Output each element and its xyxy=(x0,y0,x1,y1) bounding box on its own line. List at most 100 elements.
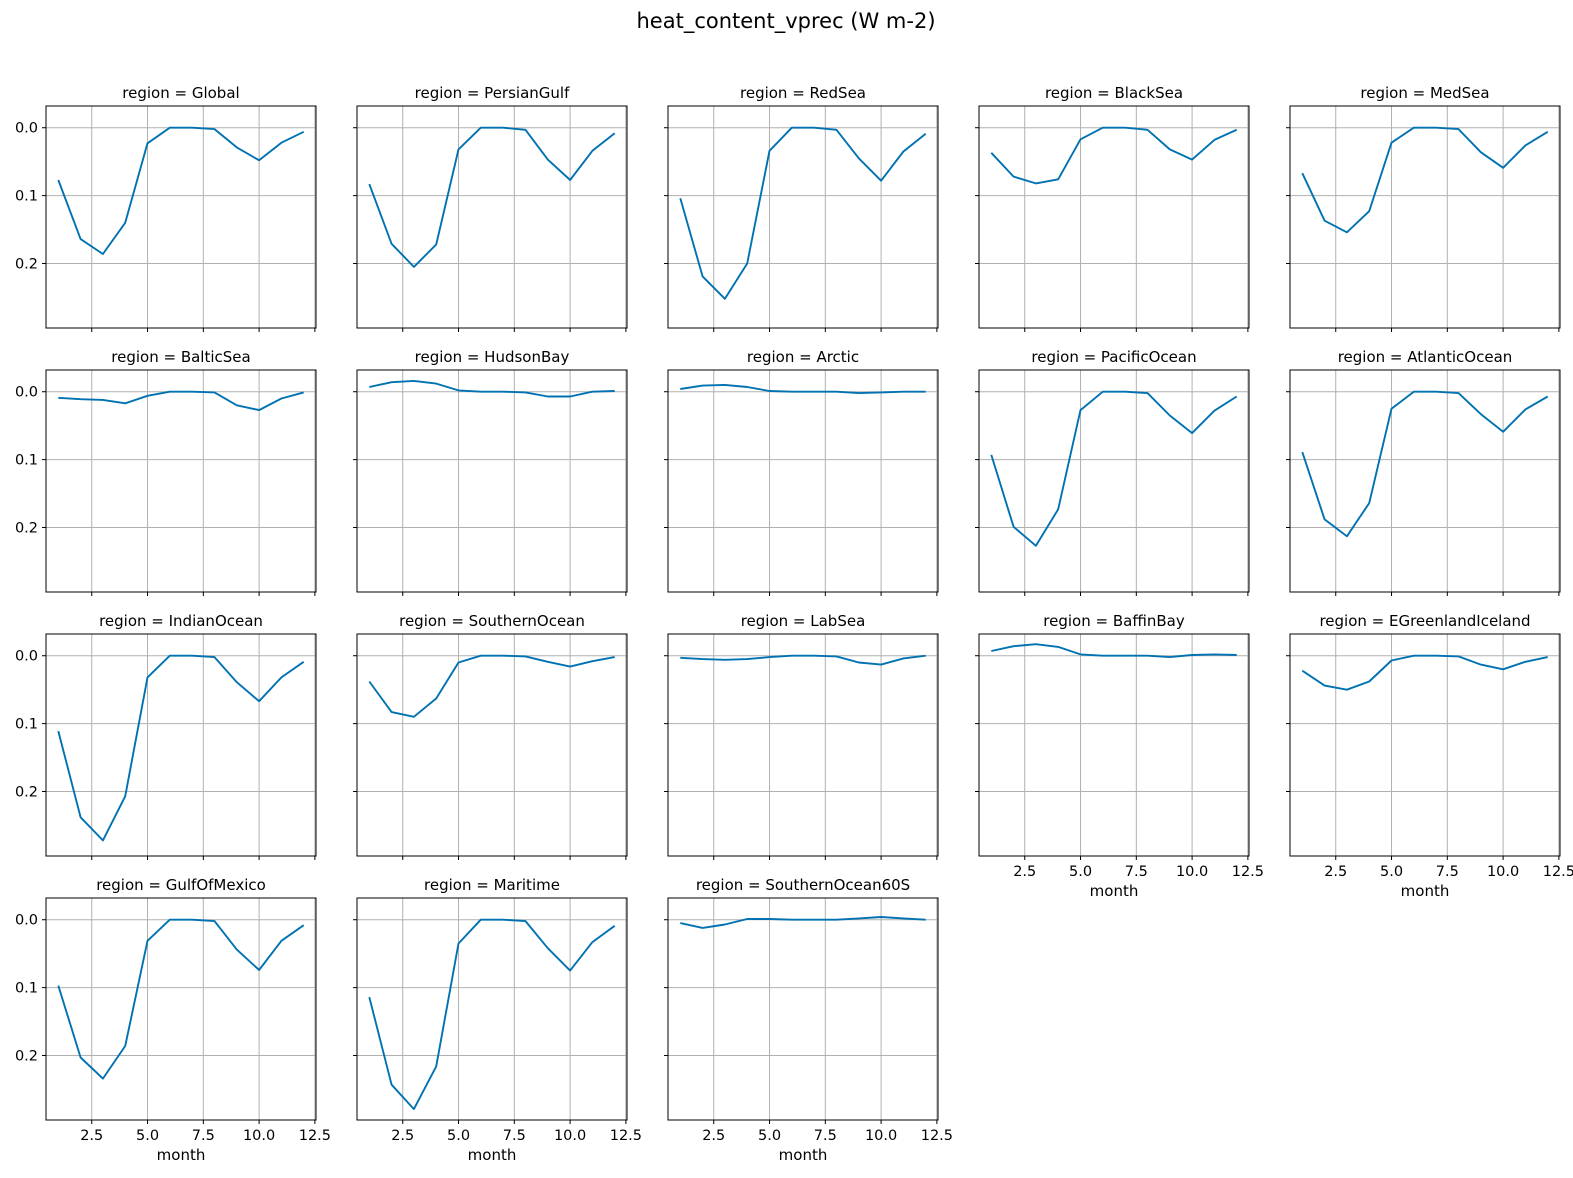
axes-frame xyxy=(978,105,1250,329)
series-line-Arctic xyxy=(680,383,926,395)
x-tick-label: 2.5 xyxy=(1324,864,1347,880)
subplot-title: region = Arctic xyxy=(747,348,859,366)
y-tick-label: 0.1 xyxy=(15,189,38,205)
x-tick-label: 5.0 xyxy=(1380,864,1403,880)
axes-frame xyxy=(667,105,939,329)
axes-frame xyxy=(45,105,317,329)
x-tick-label: 2.5 xyxy=(702,1128,725,1144)
panels: 0.0 0.1 0.2 region = Global region = Persian… xyxy=(15,84,1573,1164)
axes-frame xyxy=(667,897,939,1121)
x-tick-label: 10.0 xyxy=(1487,864,1519,880)
subplot-title: region = AtlanticOcean xyxy=(1338,348,1513,366)
x-axis-label: month xyxy=(157,1146,206,1164)
x-axis-label: month xyxy=(468,1146,517,1164)
y-tick-label: 0.2 xyxy=(15,521,38,537)
subplot-title: region = MedSea xyxy=(1360,84,1489,102)
x-axis-label: month xyxy=(1090,882,1139,900)
subplot-title: region = PacificOcean xyxy=(1031,348,1196,366)
x-tick-label: 5.0 xyxy=(447,1128,470,1144)
subplot-Maritime: 2.5 5.0 7.5 10.0 12.5 region = Maritime month xyxy=(353,876,642,1164)
subplot-title: region = RedSea xyxy=(740,84,866,102)
subplot-IndianOcean: 0.0 0.1 0.2 region = IndianOcean xyxy=(15,612,317,860)
subplot-title: region = SouthernOcean60S xyxy=(696,876,910,894)
x-tick-label: 5.0 xyxy=(758,1128,781,1144)
series-line-HudsonBay xyxy=(369,379,615,398)
x-axis-label: month xyxy=(1401,882,1450,900)
subplot-title: region = BaffinBay xyxy=(1043,612,1185,630)
subplot-title: region = LabSea xyxy=(741,612,866,630)
axes-frame xyxy=(667,369,939,593)
subplot-BlackSea: region = BlackSea xyxy=(975,84,1250,332)
x-tick-label: 12.5 xyxy=(299,1128,331,1144)
subplot-title: region = BlackSea xyxy=(1045,84,1183,102)
axes-frame xyxy=(45,369,317,593)
series-line-BaffinBay xyxy=(991,643,1237,659)
series-line-SouthernOcean60S xyxy=(680,916,926,929)
y-tick-label: 0.2 xyxy=(15,785,38,801)
x-axis-label: month xyxy=(779,1146,828,1164)
subplot-AtlanticOcean: region = AtlanticOcean xyxy=(1286,348,1561,596)
x-tick-label: 12.5 xyxy=(1232,864,1264,880)
axes-frame xyxy=(978,633,1250,857)
axes-frame xyxy=(45,633,317,857)
x-tick-label: 5.0 xyxy=(1069,864,1092,880)
subplot-RedSea: region = RedSea xyxy=(664,84,939,332)
subplot-title: region = BalticSea xyxy=(111,348,250,366)
y-tick-label: 0.1 xyxy=(15,981,38,997)
subplot-title: region = EGreenlandIceland xyxy=(1319,612,1530,630)
subplot-title: region = SouthernOcean xyxy=(399,612,585,630)
x-tick-label: 5.0 xyxy=(136,1128,159,1144)
x-tick-label: 2.5 xyxy=(1013,864,1036,880)
x-tick-label: 7.5 xyxy=(1436,864,1459,880)
x-tick-label: 7.5 xyxy=(1125,864,1148,880)
subplot-Arctic: region = Arctic xyxy=(664,348,939,596)
series-line-BlackSea xyxy=(990,126,1238,185)
subplot-PacificOcean: region = PacificOcean xyxy=(975,348,1250,596)
x-tick-label: 7.5 xyxy=(503,1128,526,1144)
x-tick-label: 2.5 xyxy=(80,1128,103,1144)
y-tick-label: 0.0 xyxy=(15,913,38,929)
series-line-LabSea xyxy=(680,654,926,666)
subplot-title: region = IndianOcean xyxy=(99,612,263,630)
subplot-GulfOfMexico: 2.5 5.0 7.5 10.0 12.5 0.0 0.1 0.2 region = GulfO… xyxy=(15,876,331,1164)
axes-frame xyxy=(356,369,628,593)
x-tick-label: 10.0 xyxy=(1176,864,1208,880)
series-line-PersianGulf xyxy=(368,126,616,268)
subplot-SouthernOcean60S: 2.5 5.0 7.5 10.0 12.5 region = SouthernOcean6… xyxy=(664,876,953,1164)
y-tick-label: 0.2 xyxy=(15,257,38,273)
series-line-Maritime xyxy=(368,918,616,1111)
subplot-HudsonBay: region = HudsonBay xyxy=(353,348,628,596)
axes-frame xyxy=(356,897,628,1121)
series-line-AtlanticOcean xyxy=(1301,390,1549,538)
series-line-BalticSea xyxy=(58,390,304,412)
x-tick-label: 7.5 xyxy=(814,1128,837,1144)
subplot-BaffinBay: 2.5 5.0 7.5 10.0 12.5 region = BaffinBay month xyxy=(975,612,1264,900)
series-line-GulfOfMexico xyxy=(57,918,305,1080)
axes-frame xyxy=(356,105,628,329)
subplot-PersianGulf: region = PersianGulf xyxy=(353,84,628,332)
axes-frame xyxy=(1289,105,1561,329)
subplot-Global: 0.0 0.1 0.2 region = Global xyxy=(15,84,317,332)
series-line-Global xyxy=(57,126,305,255)
axes-frame xyxy=(667,633,939,857)
subplot-title: region = GulfOfMexico xyxy=(96,876,266,894)
figure-title: heat_content_vprec (W m-2) xyxy=(636,9,935,34)
subplot-MedSea: region = MedSea xyxy=(1286,84,1561,332)
y-tick-label: 0.1 xyxy=(15,717,38,733)
x-tick-label: 10.0 xyxy=(243,1128,275,1144)
y-tick-label: 0.0 xyxy=(15,649,38,665)
subplot-SouthernOcean: region = SouthernOcean xyxy=(353,612,628,860)
y-tick-label: 0.1 xyxy=(15,453,38,469)
x-tick-label: 12.5 xyxy=(1543,864,1573,880)
y-tick-label: 0.2 xyxy=(15,1049,38,1065)
series-line-SouthernOcean xyxy=(368,654,615,718)
x-tick-label: 2.5 xyxy=(391,1128,414,1144)
subplot-title: region = PersianGulf xyxy=(415,84,570,102)
axes-frame xyxy=(1289,633,1561,857)
x-tick-label: 10.0 xyxy=(865,1128,897,1144)
axes-frame xyxy=(978,369,1250,593)
y-tick-label: 0.0 xyxy=(15,385,38,401)
subplot-title: region = HudsonBay xyxy=(415,348,570,366)
subplot-LabSea: region = LabSea xyxy=(664,612,939,860)
